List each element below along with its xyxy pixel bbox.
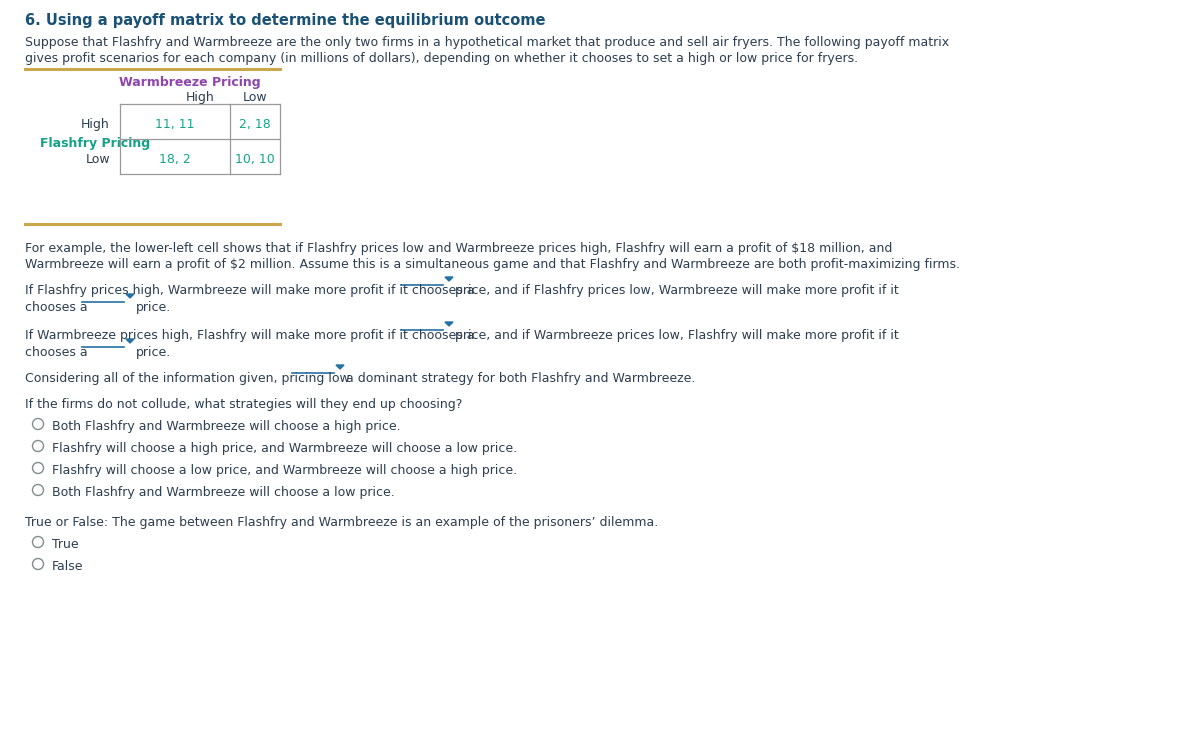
Text: If Warmbreeze prices high, Flashfry will make more profit if it chooses a: If Warmbreeze prices high, Flashfry will…: [25, 329, 474, 342]
Text: False: False: [52, 560, 84, 573]
Text: Both Flashfry and Warmbreeze will choose a low price.: Both Flashfry and Warmbreeze will choose…: [52, 486, 395, 499]
Text: 11, 11: 11, 11: [155, 118, 194, 131]
Polygon shape: [445, 277, 454, 281]
Polygon shape: [126, 339, 134, 343]
Text: 2, 18: 2, 18: [239, 118, 271, 131]
Text: For example, the lower-left cell shows that if Flashfry prices low and Warmbreez: For example, the lower-left cell shows t…: [25, 242, 893, 255]
Text: gives profit scenarios for each company (in millions of dollars), depending on w: gives profit scenarios for each company …: [25, 52, 858, 65]
Text: True: True: [52, 538, 79, 551]
Text: Flashfry Pricing: Flashfry Pricing: [40, 137, 150, 150]
Text: price, and if Flashfry prices low, Warmbreeze will make more profit if it: price, and if Flashfry prices low, Warmb…: [455, 284, 899, 297]
Text: Flashfry will choose a high price, and Warmbreeze will choose a low price.: Flashfry will choose a high price, and W…: [52, 442, 517, 455]
Text: Low: Low: [242, 91, 268, 104]
Text: price.: price.: [136, 301, 172, 314]
Polygon shape: [126, 294, 134, 298]
Polygon shape: [445, 322, 454, 326]
Text: 18, 2: 18, 2: [160, 153, 191, 166]
Text: Low: Low: [85, 153, 110, 166]
Text: 6. Using a payoff matrix to determine the equilibrium outcome: 6. Using a payoff matrix to determine th…: [25, 13, 546, 28]
Text: High: High: [186, 91, 215, 104]
Text: If the firms do not collude, what strategies will they end up choosing?: If the firms do not collude, what strate…: [25, 398, 462, 411]
Text: Flashfry will choose a low price, and Warmbreeze will choose a high price.: Flashfry will choose a low price, and Wa…: [52, 464, 517, 477]
Text: Both Flashfry and Warmbreeze will choose a high price.: Both Flashfry and Warmbreeze will choose…: [52, 420, 401, 433]
Text: If Flashfry prices high, Warmbreeze will make more profit if it chooses a: If Flashfry prices high, Warmbreeze will…: [25, 284, 474, 297]
Text: chooses a: chooses a: [25, 346, 88, 359]
Text: 10, 10: 10, 10: [235, 153, 275, 166]
Text: Suppose that Flashfry and Warmbreeze are the only two firms in a hypothetical ma: Suppose that Flashfry and Warmbreeze are…: [25, 36, 949, 49]
Text: Considering all of the information given, pricing low: Considering all of the information given…: [25, 372, 349, 385]
Text: chooses a: chooses a: [25, 301, 88, 314]
Text: Warmbreeze will earn a profit of $2 million. Assume this is a simultaneous game : Warmbreeze will earn a profit of $2 mill…: [25, 258, 960, 271]
Text: a dominant strategy for both Flashfry and Warmbreeze.: a dominant strategy for both Flashfry an…: [346, 372, 695, 385]
Text: True or False: The game between Flashfry and Warmbreeze is an example of the pri: True or False: The game between Flashfry…: [25, 516, 659, 529]
Text: price, and if Warmbreeze prices low, Flashfry will make more profit if it: price, and if Warmbreeze prices low, Fla…: [455, 329, 899, 342]
Text: price.: price.: [136, 346, 172, 359]
Text: Warmbreeze Pricing: Warmbreeze Pricing: [119, 76, 260, 89]
Text: High: High: [82, 118, 110, 131]
Polygon shape: [336, 365, 344, 369]
